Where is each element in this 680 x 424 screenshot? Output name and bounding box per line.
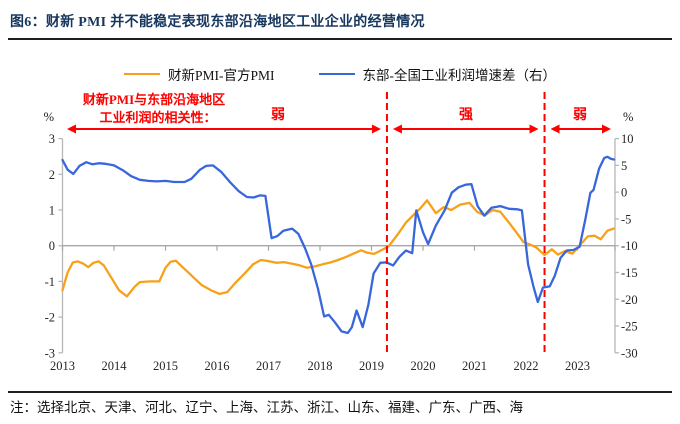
chart-legend: 财新PMI-官方PMI 东部-全国工业利润增速差（右） <box>0 64 680 84</box>
left-axis-tick-label: -3 <box>45 346 55 360</box>
series <box>61 155 616 335</box>
left-axis-tick-label: 1 <box>49 204 55 218</box>
arrowhead-left-icon <box>550 124 560 134</box>
right-axis-tick-label: -25 <box>621 320 638 334</box>
arrowhead-right-icon <box>529 124 539 134</box>
x-axis-year-label: 2013 <box>50 359 75 373</box>
arrowhead-left-icon <box>67 124 76 134</box>
left-axis-tick-label: 2 <box>49 168 55 182</box>
legend-swatch-orange-line-icon <box>123 73 160 75</box>
left-axis-unit-label: % <box>44 110 54 124</box>
x-axis-year-label: 2017 <box>256 359 281 373</box>
right-axis-tick-label: -5 <box>621 212 631 226</box>
right-axis-tick-label: -30 <box>621 346 638 360</box>
arrowhead-right-icon <box>602 124 611 134</box>
x-axis-year-label: 2019 <box>359 359 384 373</box>
right-axis-tick-label: 10 <box>621 132 634 146</box>
legend-label-caixin-pmi-spread: 财新PMI-官方PMI <box>167 68 275 83</box>
x-axis-year-label: 2022 <box>514 359 539 373</box>
legend-swatch-blue-line-icon <box>318 73 355 75</box>
x-axis-year-label: 2023 <box>565 359 590 373</box>
footnote: 注：选择北京、天津、河北、辽宁、上海、江苏、浙江、山东、福建、广东、广西、海 <box>10 400 523 415</box>
legend-item-caixin-pmi-spread: 财新PMI-官方PMI <box>123 64 275 84</box>
right-axis-tick-label: 5 <box>621 159 627 173</box>
x-axis-year-label: 2015 <box>153 359 178 373</box>
left-axis-tick-label: 0 <box>49 239 55 253</box>
series-line-0 <box>61 199 615 298</box>
x-axis-year-label: 2014 <box>102 359 128 373</box>
correlation-note-line1: 财新PMI与东部沿海地区 <box>83 92 225 107</box>
left-axis-tick-label: 3 <box>49 132 55 146</box>
legend-item-profit-growth-spread: 东部-全国工业利润增速差（右） <box>318 64 557 84</box>
arrowhead-left-icon <box>392 124 402 134</box>
x-axis-year-label: 2016 <box>205 359 230 373</box>
left-axis-tick-label: -2 <box>45 311 55 325</box>
x-axis-year-label: 2020 <box>411 359 436 373</box>
footer-divider <box>8 391 672 393</box>
left-axis-tick-label: -1 <box>45 275 55 289</box>
x-axis-year-label: 2021 <box>462 359 487 373</box>
correlation-note-line2: 工业利润的相关性： <box>99 110 216 125</box>
arrowhead-right-icon <box>371 124 381 134</box>
correlation-strength-label: 弱 <box>271 107 285 123</box>
right-axis-unit-label: % <box>623 110 633 124</box>
series-line-1 <box>61 155 616 335</box>
title-divider <box>8 38 672 40</box>
x-axis-year-label: 2018 <box>308 359 333 373</box>
right-axis-tick-label: -15 <box>621 266 638 280</box>
legend-label-profit-growth-spread: 东部-全国工业利润增速差（右） <box>362 68 557 83</box>
right-axis-tick-label: -10 <box>621 239 638 253</box>
figure-title: 图6：财新 PMI 并不能稳定表现东部沿海地区工业企业的经营情况 <box>10 15 425 30</box>
right-axis-tick-label: 0 <box>621 186 627 200</box>
right-axis-tick-label: -20 <box>621 293 638 307</box>
correlation-strength-label: 弱 <box>573 107 587 123</box>
correlation-strength-label: 强 <box>459 107 473 123</box>
